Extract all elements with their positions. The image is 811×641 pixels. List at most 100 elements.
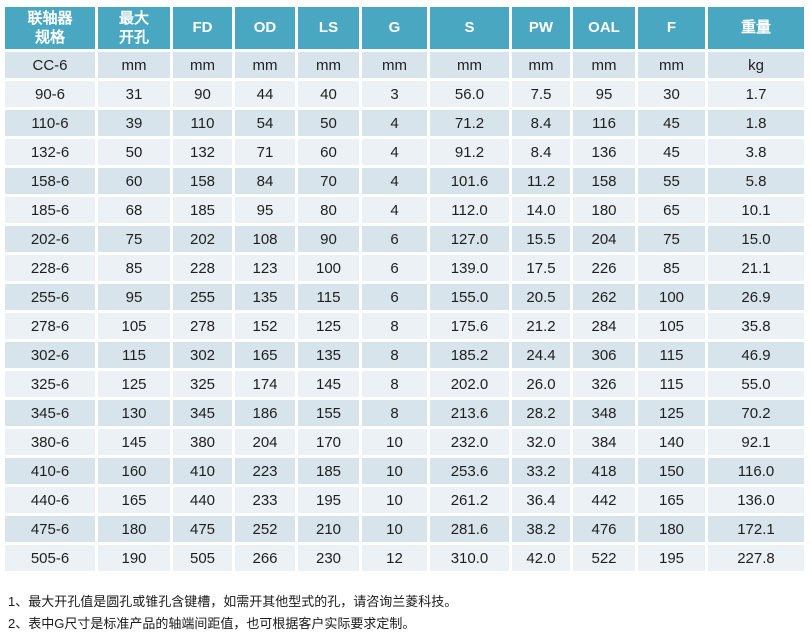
- table-row: 505-6 190 505 266 230 12 310.0 42.0 522 195 227.8: [5, 545, 804, 571]
- column-header-g: G: [362, 7, 427, 49]
- table-cell: 6: [362, 226, 427, 252]
- table-cell: 135: [298, 342, 359, 368]
- table-cell: 4: [362, 168, 427, 194]
- table-cell: 195: [298, 487, 359, 513]
- table-cell: 108: [235, 226, 295, 252]
- table-cell: 145: [98, 429, 170, 455]
- table-cell: 21.1: [708, 255, 804, 281]
- table-cell: 261.2: [430, 487, 509, 513]
- table-row: 380-6 145 380 204 170 10 232.0 32.0 384 140 92.1: [5, 429, 804, 455]
- table-cell: 85: [98, 255, 170, 281]
- table-cell: 139.0: [430, 255, 509, 281]
- table-row: 410-6 160 410 223 185 10 253.6 33.2 418 150 116.0: [5, 458, 804, 484]
- table-cell: CC-6: [5, 52, 95, 78]
- table-cell: 136: [573, 139, 635, 165]
- table-cell: 112.0: [430, 197, 509, 223]
- table-cell: 195: [638, 545, 705, 571]
- table-cell: 284: [573, 313, 635, 339]
- table-cell: 345-6: [5, 400, 95, 426]
- table-cell: 80: [298, 197, 359, 223]
- table-cell: 4: [362, 139, 427, 165]
- table-row: 132-6 50 132 71 60 4 91.2 8.4 136 45 3.8: [5, 139, 804, 165]
- table-cell: 10: [362, 458, 427, 484]
- table-cell: 172.1: [708, 516, 804, 542]
- table-cell: 68: [98, 197, 170, 223]
- table-cell: 115: [638, 371, 705, 397]
- table-cell: mm: [98, 52, 170, 78]
- table-cell: 505: [173, 545, 232, 571]
- table-cell: 38.2: [512, 516, 570, 542]
- table-cell: mm: [362, 52, 427, 78]
- table-row: 255-6 95 255 135 115 6 155.0 20.5 262 100 26.9: [5, 284, 804, 310]
- table-cell: 8: [362, 342, 427, 368]
- table-cell: 40: [298, 81, 359, 107]
- table-cell: 90: [173, 81, 232, 107]
- table-row: 475-6 180 475 252 210 10 281.6 38.2 476 180 172.1: [5, 516, 804, 542]
- table-cell: 204: [235, 429, 295, 455]
- table-cell: 165: [98, 487, 170, 513]
- column-header-fd: FD: [173, 7, 232, 49]
- column-header-s: S: [430, 7, 509, 49]
- table-header-row: 联轴器 规格 最大 开孔 FD OD LS G S PW OAL F 重量: [5, 7, 804, 49]
- table-cell: mm: [430, 52, 509, 78]
- table-cell: 10.1: [708, 197, 804, 223]
- table-cell: 185: [298, 458, 359, 484]
- table-cell: 310.0: [430, 545, 509, 571]
- table-cell: 125: [638, 400, 705, 426]
- table-cell: 75: [98, 226, 170, 252]
- table-cell: 150: [638, 458, 705, 484]
- table-row: 440-6 165 440 233 195 10 261.2 36.4 442 165 136.0: [5, 487, 804, 513]
- table-cell: mm: [638, 52, 705, 78]
- table-cell: 8: [362, 400, 427, 426]
- table-cell: 55.0: [708, 371, 804, 397]
- table-cell: 476: [573, 516, 635, 542]
- table-cell: 213.6: [430, 400, 509, 426]
- table-cell: 115: [638, 342, 705, 368]
- table-cell: 5.8: [708, 168, 804, 194]
- table-cell: 46.9: [708, 342, 804, 368]
- table-cell: 135: [235, 284, 295, 310]
- note-line: 2、表中G尺寸是标准产品的轴端间距值，也可根据客户实际要求定制。: [8, 616, 416, 631]
- table-cell: 380-6: [5, 429, 95, 455]
- table-cell: 348: [573, 400, 635, 426]
- table-cell: 190: [98, 545, 170, 571]
- table-cell: mm: [235, 52, 295, 78]
- column-header-ls: LS: [298, 7, 359, 49]
- table-cell: 158-6: [5, 168, 95, 194]
- table-cell: 384: [573, 429, 635, 455]
- table-cell: 60: [98, 168, 170, 194]
- table-cell: 100: [298, 255, 359, 281]
- table-cell: 70.2: [708, 400, 804, 426]
- table-cell: 33.2: [512, 458, 570, 484]
- table-cell: 132-6: [5, 139, 95, 165]
- table-cell: 6: [362, 284, 427, 310]
- table-cell: 278-6: [5, 313, 95, 339]
- table-cell: 1.8: [708, 110, 804, 136]
- table-cell: 110: [173, 110, 232, 136]
- table-cell: 155.0: [430, 284, 509, 310]
- table-cell: 115: [98, 342, 170, 368]
- table-cell: 233: [235, 487, 295, 513]
- table-cell: 45: [638, 110, 705, 136]
- table-cell: 266: [235, 545, 295, 571]
- table-cell: 65: [638, 197, 705, 223]
- table-cell: 95: [573, 81, 635, 107]
- table-cell: 6: [362, 255, 427, 281]
- table-cell: 20.5: [512, 284, 570, 310]
- table-cell: 475-6: [5, 516, 95, 542]
- table-body: CC-6 mm mm mm mm mm mm mm mm mm kg 90-6 31 90 44 40 3 56.…: [5, 52, 804, 571]
- table-cell: 180: [638, 516, 705, 542]
- table-cell: 42.0: [512, 545, 570, 571]
- table-cell: 32.0: [512, 429, 570, 455]
- table-cell: 71.2: [430, 110, 509, 136]
- table-cell: 7.5: [512, 81, 570, 107]
- table-cell: 418: [573, 458, 635, 484]
- note-line: 1、最大开孔值是圆孔或锥孔含键槽，如需开其他型式的孔，请咨询兰菱科技。: [8, 594, 458, 609]
- table-cell: 278: [173, 313, 232, 339]
- column-header-oal: OAL: [573, 7, 635, 49]
- table-row: 302-6 115 302 165 135 8 185.2 24.4 306 115 46.9: [5, 342, 804, 368]
- table-cell: 50: [298, 110, 359, 136]
- table-cell: 44: [235, 81, 295, 107]
- table-cell: 155: [298, 400, 359, 426]
- table-cell: 95: [98, 284, 170, 310]
